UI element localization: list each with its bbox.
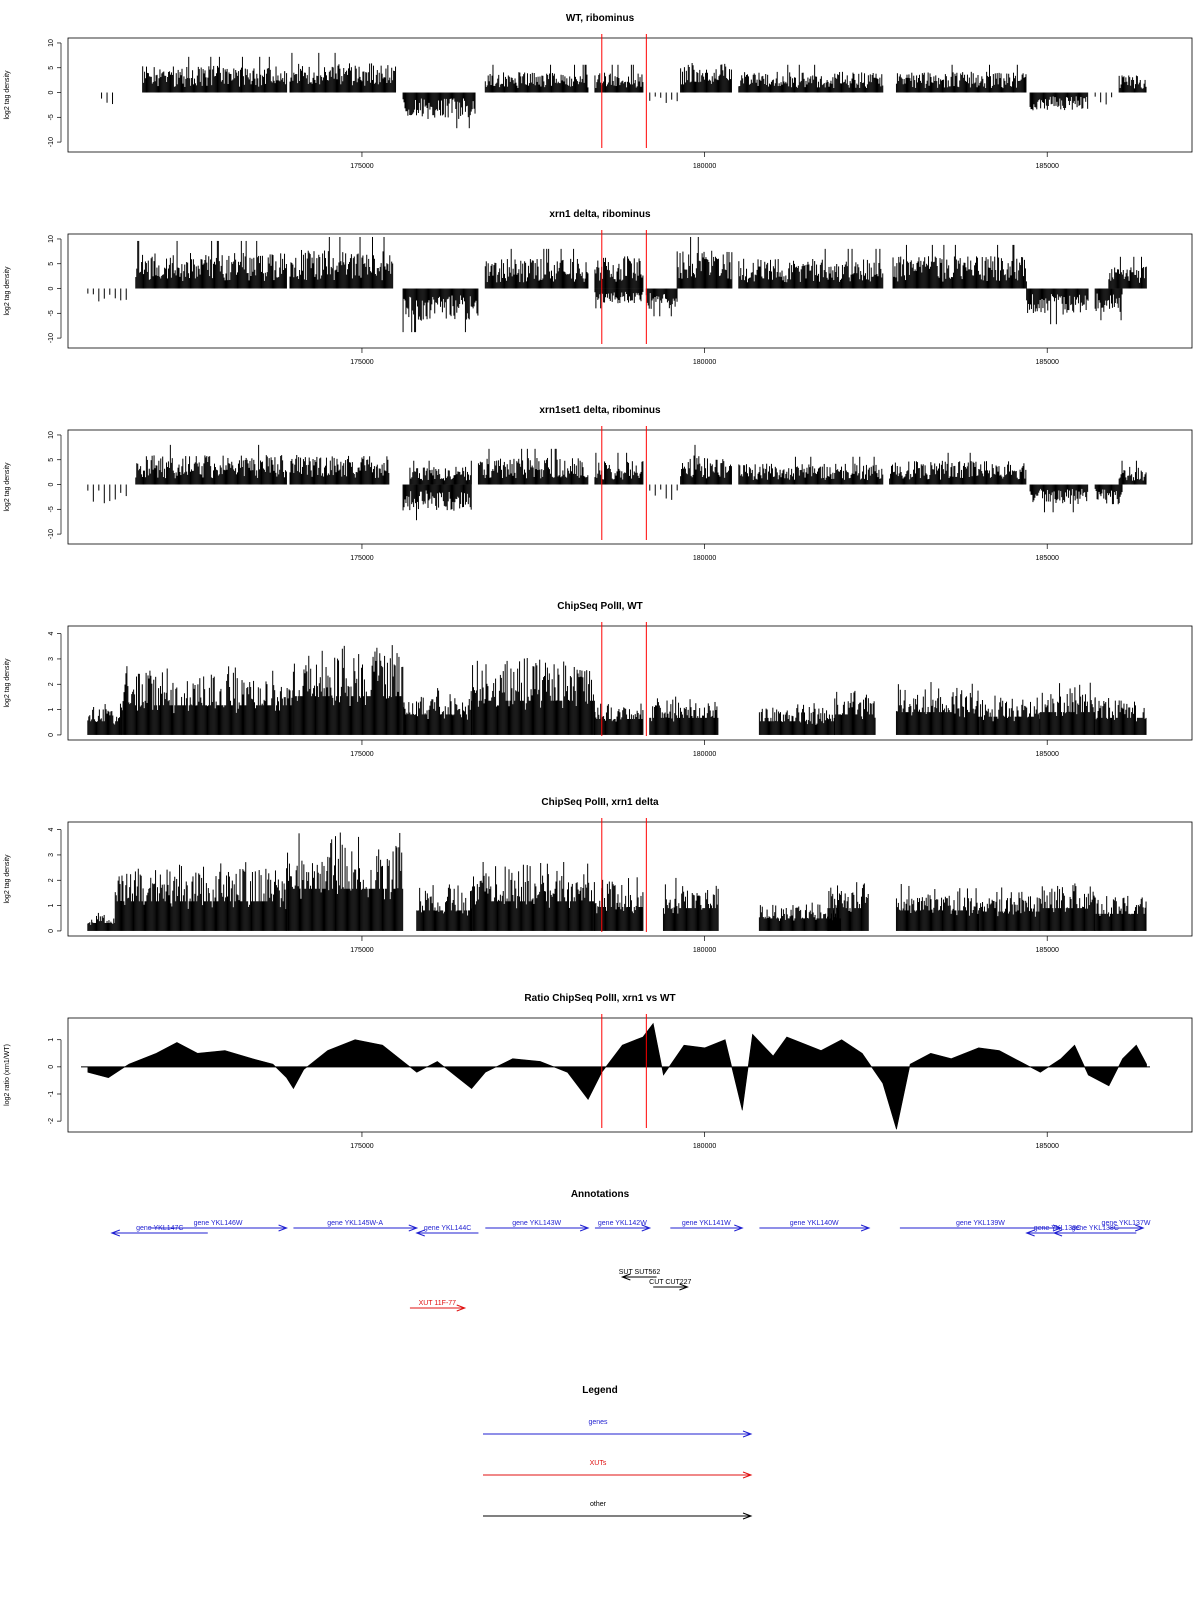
chart-chipseq-xrn1: 0 1 2 3 4 log2 tag density 175000 180000 185000	[4, 818, 1193, 954]
bar-series	[87, 645, 1147, 735]
y-tick-label: -10	[48, 529, 55, 539]
y-tick-label: -5	[48, 114, 55, 120]
panel-xrn1set1-ribominus: xrn1set1 delta, ribominus -10 -5 0 5 10 log2 …	[0, 392, 1200, 582]
plot-frame	[67, 429, 1193, 545]
x-tick-label: 175000	[350, 947, 373, 954]
panel-chipseq-wt: ChipSeq PolII, WT 0 1 2 3 4 log2 tag density 1…	[0, 588, 1200, 778]
y-axis-label: log2 tag density	[4, 854, 11, 904]
y-tick-label: 10	[48, 431, 55, 439]
y-axis-label: log2 tag density	[4, 658, 11, 708]
plot-frame	[67, 625, 1193, 741]
x-tick-label: 180000	[693, 163, 716, 170]
x-tick-label: 175000	[350, 751, 373, 758]
y-tick-label: 5	[48, 66, 55, 70]
y-tick-label: 5	[48, 458, 55, 462]
x-tick-label: 185000	[1036, 163, 1059, 170]
y-axis-label: log2 tag density	[4, 70, 11, 120]
plot-frame	[67, 37, 1193, 153]
x-tick-label: 185000	[1036, 359, 1059, 366]
y-tick-label: 0	[48, 286, 55, 290]
y-tick-label: 4	[48, 828, 55, 832]
x-tick-label: 175000	[350, 555, 373, 562]
chart-title: xrn1 delta, ribominus	[549, 209, 651, 220]
y-tick-label: -10	[48, 333, 55, 343]
panel-xrn1-ribominus: xrn1 delta, ribominus -10 -5 0 5 10 log2 tag …	[0, 196, 1200, 386]
chart-xrn1set1-ribominus: -10 -5 0 5 10 log2 tag density 175000 180000 185…	[4, 426, 1193, 562]
y-tick-label: 10	[48, 39, 55, 47]
plot-frame	[67, 821, 1193, 937]
y-tick-label: 0	[48, 482, 55, 486]
y-tick-label: 4	[48, 632, 55, 636]
chart-title: xrn1set1 delta, ribominus	[539, 405, 661, 416]
chart-title: ChipSeq PolII, WT	[557, 601, 643, 612]
y-axis-label: log2 tag density	[4, 462, 11, 512]
y-tick-label: 1	[48, 904, 55, 908]
y-tick-label: 2	[48, 682, 55, 686]
y-tick-label: -5	[48, 310, 55, 316]
y-tick-label: 1	[48, 708, 55, 712]
plot-frame	[67, 233, 1193, 349]
x-tick-label: 185000	[1036, 555, 1059, 562]
x-tick-label: 180000	[693, 947, 716, 954]
bar-series	[101, 52, 1147, 129]
x-tick-label: 185000	[1036, 751, 1059, 758]
chart-title: ChipSeq PolII, xrn1 delta	[541, 797, 659, 808]
chart-title: WT, ribominus	[565, 13, 635, 24]
y-tick-label: -5	[48, 506, 55, 512]
chart-xrn1-ribominus: -10 -5 0 5 10 log2 tag density 175000 180000 185…	[4, 230, 1193, 366]
y-tick-label: 3	[48, 657, 55, 661]
y-tick-label: 0	[48, 929, 55, 933]
x-tick-label: 180000	[693, 751, 716, 758]
y-tick-label: 0	[48, 90, 55, 94]
chart-wt-ribominus: -10 -5 0 5 10 log2 tag density 175000 180000 185…	[4, 34, 1193, 170]
y-tick-label: 0	[48, 733, 55, 737]
bar-series	[87, 832, 1147, 931]
x-tick-label: 175000	[350, 359, 373, 366]
bar-series	[87, 236, 1147, 333]
y-axis-label: log2 tag density	[4, 266, 11, 316]
y-tick-label: 10	[48, 235, 55, 243]
y-tick-label: -10	[48, 137, 55, 147]
x-tick-label: 175000	[350, 163, 373, 170]
chart-chipseq-wt: 0 1 2 3 4 log2 tag density 175000 180000 185000	[4, 622, 1193, 758]
x-tick-label: 185000	[1036, 947, 1059, 954]
y-tick-label: 3	[48, 853, 55, 857]
y-tick-label: 2	[48, 878, 55, 882]
bar-series	[87, 444, 1147, 521]
panel-wt-ribominus: WT, ribominus -10 -5 0 5 10 log2 tag density 1…	[0, 0, 1200, 190]
y-tick-label: 5	[48, 262, 55, 266]
panel-chipseq-xrn1: ChipSeq PolII, xrn1 delta 0 1 2 3 4 log2 tag …	[0, 784, 1200, 974]
x-tick-label: 180000	[693, 359, 716, 366]
x-tick-label: 180000	[693, 555, 716, 562]
